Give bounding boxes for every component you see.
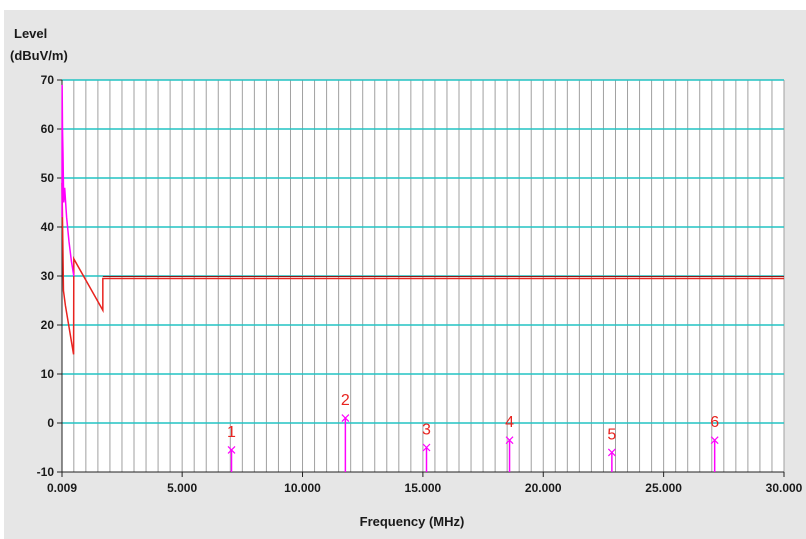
- x-tick-labels: 0.009 5.000 10.000 15.000 20.000 25.000 30.000: [47, 472, 803, 495]
- horizontal-grid: [62, 79, 784, 424]
- y-tick-label: -10: [37, 465, 55, 479]
- marker-point: [341, 414, 350, 423]
- y-tick-label: 40: [41, 220, 55, 234]
- x-tick-label: 0.009: [47, 481, 77, 495]
- y-tick-label: 50: [41, 171, 55, 185]
- markers-layer: 1 2 3 4 5 6: [227, 392, 719, 472]
- marker-label: 3: [422, 422, 431, 439]
- y-tick-label: 20: [41, 318, 55, 332]
- marker-point: [607, 448, 616, 457]
- series-layer: [61, 84, 784, 355]
- y-tick-label: 70: [41, 73, 55, 87]
- marker-label: 1: [227, 424, 236, 441]
- y-tick-labels: -10 0 10 20 30 40 50 60 70: [37, 73, 62, 479]
- y-tick-label: 30: [41, 269, 55, 283]
- x-tick-label: 25.000: [645, 481, 682, 495]
- marker-label: 4: [505, 414, 514, 431]
- x-axis-label: Frequency (MHz): [360, 514, 465, 529]
- marker-label: 5: [607, 426, 616, 443]
- marker-label: 2: [341, 392, 350, 409]
- marker-point: [422, 443, 431, 452]
- y-axis-label-line1: Level: [14, 26, 47, 41]
- limit-line: [61, 182, 784, 355]
- y-tick-label: 0: [47, 416, 54, 430]
- y-tick-label: 10: [41, 367, 55, 381]
- x-tick-label: 20.000: [525, 481, 562, 495]
- x-tick-label: 5.000: [167, 481, 197, 495]
- x-tick-label: 15.000: [405, 481, 442, 495]
- trace-line: [61, 84, 75, 277]
- marker-label: 6: [710, 414, 719, 431]
- x-tick-label: 10.000: [284, 481, 321, 495]
- marker-point: [227, 446, 236, 454]
- y-axis-label-line2: (dBuV/m): [10, 48, 68, 63]
- marker-point: [710, 436, 719, 445]
- marker-point: [505, 436, 514, 445]
- x-tick-label: 30.000: [766, 481, 803, 495]
- y-tick-label: 60: [41, 122, 55, 136]
